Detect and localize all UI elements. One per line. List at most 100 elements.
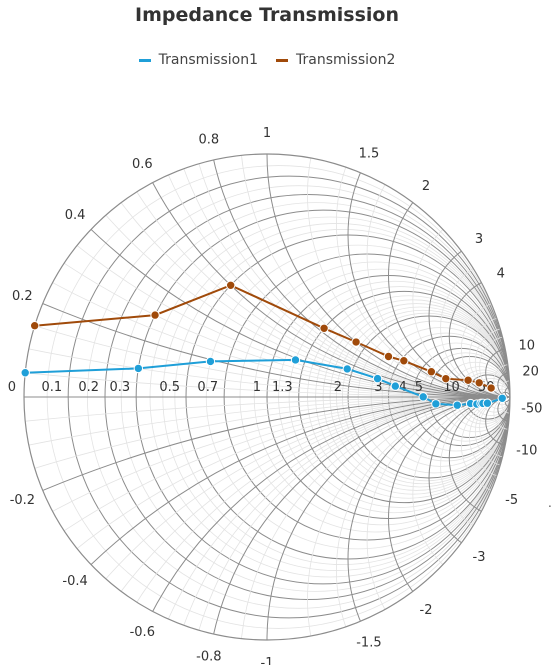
reactance-tick-label: 10 — [518, 339, 535, 354]
reactance-arc — [428, 234, 510, 398]
minor-reactance-arc — [336, 396, 510, 640]
reactance-tick-label: -3 — [473, 550, 486, 565]
data-point-transmission1 — [290, 355, 301, 365]
reactance-tick-label: -0.2 — [10, 493, 35, 508]
data-point-transmission1 — [452, 400, 462, 410]
reactance-arc — [347, 396, 510, 640]
reactance-tick-label: -1 — [261, 656, 274, 665]
resistance-tick-label: 3 — [374, 380, 382, 395]
reactance-tick-label: 0.8 — [198, 132, 219, 147]
resistance-tick-label: 4 — [399, 380, 407, 395]
reactance-arc — [485, 347, 510, 398]
minor-reactance-arc — [67, 154, 510, 398]
outer-circle — [23, 153, 511, 641]
data-point-transmission1 — [482, 398, 493, 408]
reactance-tick-label: -10 — [516, 443, 537, 458]
reactance-tick-label: -50 — [521, 402, 542, 417]
reactance-arc — [504, 386, 510, 398]
reactance-tick-label: 2 — [422, 179, 430, 194]
minor-reactance-arc — [307, 396, 510, 640]
data-point-transmission2 — [319, 323, 329, 333]
reactance-tick-label: 4 — [497, 266, 505, 281]
resistance-tick-label: 0.2 — [78, 380, 99, 395]
reactance-arc — [388, 154, 510, 398]
label-layer: 0 0.1 0.2 0.3 0.5 0.7 1 1.3 2 3 4 5 10 500.20.40.60.8… — [8, 126, 543, 665]
stray-dot: . — [548, 496, 552, 510]
reactance-tick-label: 0.4 — [65, 208, 86, 223]
resistance-tick-label: 0.3 — [109, 380, 130, 395]
data-point-transmission2 — [383, 351, 394, 362]
reactance-arc — [266, 154, 510, 398]
reactance-tick-label: 3 — [475, 232, 483, 247]
legend-label-transmission2: Transmission2 — [296, 52, 396, 68]
resistance-tick-label: 0.5 — [159, 380, 180, 395]
series-layer — [20, 280, 507, 410]
resistance-tick-label: 5 — [415, 380, 423, 395]
reactance-arc — [266, 396, 510, 640]
resistance-tick-label: 0.7 — [197, 380, 218, 395]
data-point-transmission1 — [205, 356, 216, 367]
data-point-transmission1 — [418, 392, 428, 402]
reactance-arc — [388, 396, 510, 640]
legend-swatch-transmission2 — [276, 58, 288, 62]
minor-reactance-arc — [239, 154, 510, 398]
reactance-tick-label: -1.5 — [356, 636, 381, 651]
legend: Transmission1 Transmission2 — [0, 52, 534, 68]
chart-title: Impedance Transmission — [135, 4, 399, 26]
data-point-transmission2 — [441, 373, 451, 384]
minor-reactance-arc — [469, 315, 510, 398]
legend-swatch-transmission1 — [138, 58, 151, 62]
reactance-tick-label: 0.2 — [12, 289, 33, 304]
minor-reactance-arc — [366, 154, 510, 398]
minor-reactance-arc — [336, 154, 510, 398]
resistance-tick-label: 10 — [443, 380, 460, 395]
minor-reactance-arc — [469, 396, 510, 479]
reactance-tick-label: 0.6 — [132, 157, 153, 172]
reactance-arc — [448, 275, 510, 398]
resistance-tick-label: 1.3 — [272, 380, 293, 395]
data-point-transmission1 — [20, 368, 30, 378]
data-point-transmission2 — [150, 310, 160, 320]
series-line-transmission2 — [34, 284, 492, 389]
reactance-tick-label: -0.4 — [62, 574, 87, 589]
reactance-tick-label: -0.6 — [130, 625, 155, 640]
resistance-tick-label: 0 — [8, 380, 16, 395]
data-point-transmission1 — [372, 373, 383, 384]
reactance-tick-label: -2 — [420, 603, 433, 618]
data-point-transmission1 — [342, 364, 352, 374]
reactance-arc — [497, 372, 510, 398]
data-point-transmission2 — [426, 367, 437, 377]
data-point-transmission2 — [225, 280, 236, 290]
minor-reactance-arc — [479, 335, 510, 398]
data-point-transmission1 — [431, 399, 441, 409]
data-point-transmission2 — [399, 356, 409, 366]
data-point-transmission2 — [474, 378, 484, 388]
resistance-tick-label: 2 — [334, 380, 342, 395]
data-point-transmission2 — [463, 375, 473, 385]
reactance-arc — [448, 396, 510, 519]
reactance-arc — [428, 396, 510, 560]
minor-reactance-arc — [479, 396, 510, 459]
minor-reactance-arc — [366, 396, 510, 640]
reactance-tick-label: -5 — [505, 493, 518, 508]
legend-item-transmission1[interactable]: Transmission1 — [138, 52, 258, 68]
resistance-tick-label: 1 — [253, 380, 261, 395]
reactance-arc — [497, 396, 510, 422]
data-point-transmission2 — [29, 321, 40, 331]
data-point-transmission2 — [351, 337, 361, 347]
data-point-transmission1 — [390, 381, 401, 391]
legend-label-transmission1: Transmission1 — [158, 52, 258, 68]
data-point-transmission2 — [486, 383, 496, 393]
reactance-tick-label: 1.5 — [359, 146, 380, 161]
minor-reactance-arc — [307, 154, 510, 398]
reactance-tick-label: 20 — [522, 365, 539, 380]
data-point-transmission1 — [497, 393, 507, 403]
reactance-arc — [347, 154, 510, 398]
resistance-tick-label: 0.1 — [41, 380, 62, 395]
legend-item-transmission2[interactable]: Transmission2 — [276, 52, 395, 68]
reactance-arc — [485, 396, 510, 447]
data-point-transmission1 — [133, 363, 144, 374]
reactance-tick-label: 1 — [263, 126, 271, 141]
